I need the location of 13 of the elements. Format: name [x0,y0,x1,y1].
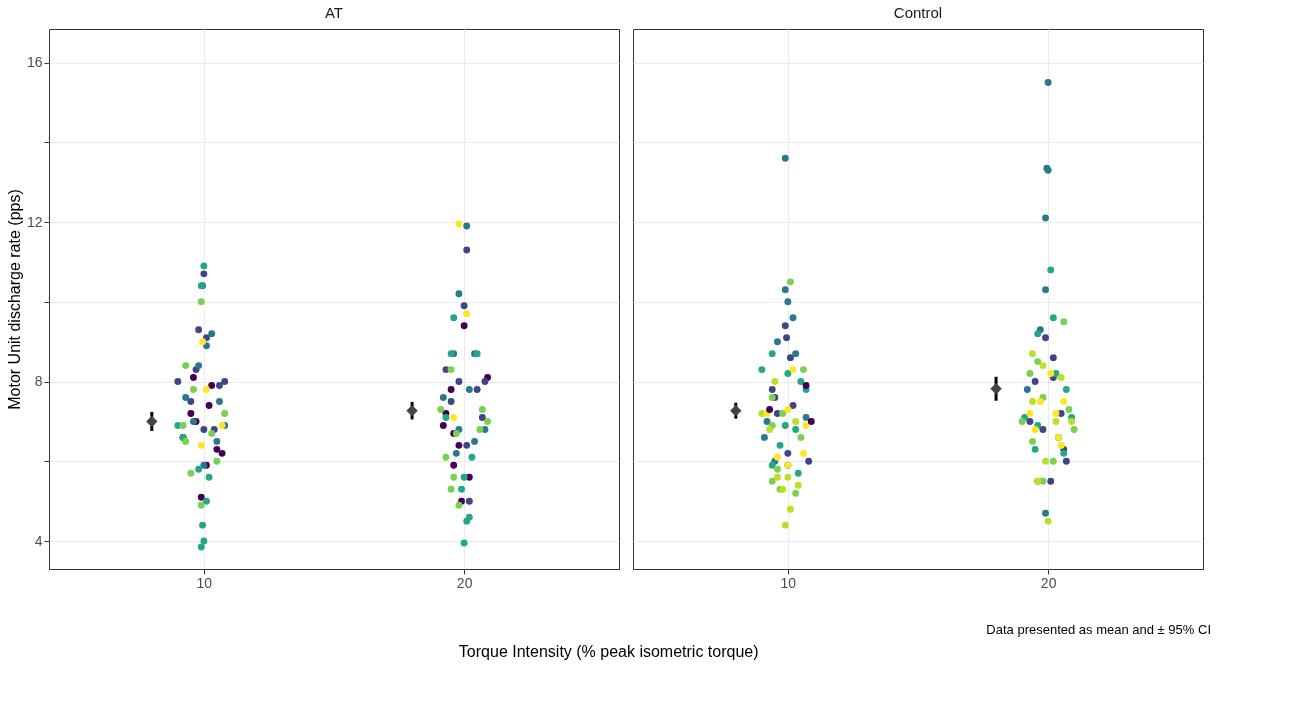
y-tick-label: 8 [34,373,43,390]
chart-title: Control [893,4,943,21]
x-tick-label: 10 [196,574,213,591]
chart-title: AT [324,4,344,21]
x-axis-title: Torque Intensity (% peak isometric torque) [458,642,759,660]
y-tick-label: 12 [26,213,43,230]
y-axis-title: Motor Unit discharge rate (pps) [5,189,23,410]
x-tick-label: 20 [456,574,473,591]
text: Data presented as mean and ± 95% CI [986,622,1211,637]
x-tick-label: 10 [780,574,797,591]
y-tick-label: 4 [34,532,43,549]
x-tick-label: 20 [1040,574,1057,591]
y-tick-label: 16 [26,54,43,70]
